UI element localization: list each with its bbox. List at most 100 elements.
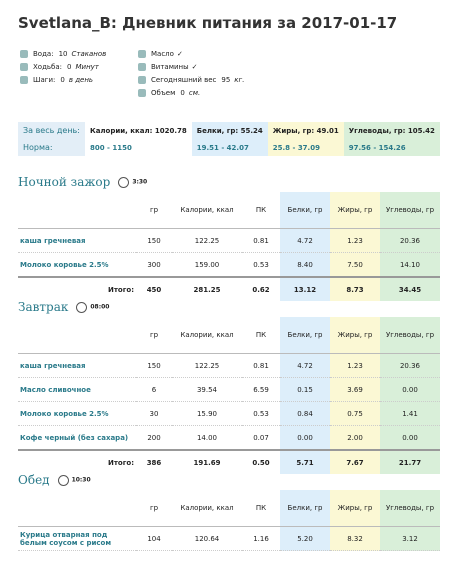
stat-label: Объем [151, 89, 176, 97]
icon [20, 63, 28, 71]
header-cell: ПК [242, 490, 280, 527]
stat-unit: в день [68, 76, 94, 84]
header-cell: Белки, гр [280, 192, 330, 229]
meal-title: Ночной зажор 3:30 [18, 172, 440, 192]
summary-cell: 19.51 - 42.07 [191, 139, 268, 156]
cell: 0.07 [242, 425, 280, 451]
summary-cell: 97.56 - 154.26 [343, 139, 440, 156]
summary-cell: Белки, гр: 55.24 [191, 122, 268, 139]
icon [138, 63, 146, 71]
cell: 1.16 [242, 526, 280, 551]
cell: 300 [136, 252, 172, 278]
meal-table: гр Калории, ккал ПК Белки, гр Жиры, гр Углево… [18, 490, 440, 551]
summary-cell: Углеводы, гр: 105.42 [343, 122, 440, 139]
header-cell: Калории, ккал [172, 317, 242, 354]
header-row: гр Калории, ккал ПК Белки, гр Жиры, гр Углево… [18, 317, 440, 354]
cell: 14.10 [380, 252, 440, 278]
header-cell: гр [136, 317, 172, 354]
cell: 0.81 [242, 228, 280, 253]
cell: 104 [136, 526, 172, 551]
food-row: каша гречневая 150 122.25 0.81 4.72 1.23 20.36 [18, 353, 440, 378]
stat-unit: Стаканов [71, 50, 107, 58]
stat-label: Сегодняшний вес [151, 76, 217, 84]
cell: 0.81 [242, 353, 280, 378]
stat-label: Вода: [33, 50, 54, 58]
stat-label: Шаги: [33, 76, 56, 84]
total-cell: 13.12 [280, 276, 330, 301]
stat-value: 0 [180, 89, 185, 97]
stat-unit: см. [188, 89, 201, 97]
cell: 14.00 [172, 425, 242, 451]
stat-label: Ходьба: [33, 63, 63, 71]
header-cell [18, 192, 136, 229]
cell: 122.25 [172, 228, 242, 253]
summary-cell: За весь день: [18, 122, 85, 139]
stat-row: Ходьба: 0 Минут [20, 61, 106, 74]
cell: 0.53 [242, 252, 280, 278]
cell: 20.36 [380, 353, 440, 378]
meal-name: Ночной зажор [18, 175, 111, 189]
total-cell: 5.71 [280, 449, 330, 474]
meal: Завтрак 08:00 гр Калории, ккал ПК Белки, гр Жи… [18, 297, 440, 474]
cell: 39.54 [172, 377, 242, 402]
header-row: гр Калории, ккал ПК Белки, гр Жиры, гр Углево… [18, 490, 440, 527]
cell: 7.50 [330, 252, 380, 278]
icon [20, 76, 28, 84]
cell: 1.23 [330, 228, 380, 253]
total-cell: 21.77 [380, 449, 440, 474]
header-cell: гр [136, 192, 172, 229]
total-cell: 450 [136, 276, 172, 301]
stat-label: Витамины [151, 63, 189, 71]
clock-icon [118, 177, 130, 188]
food-row: Курица отварная под белым соусом с рисом… [18, 526, 440, 551]
meal-name: Обед [18, 473, 50, 487]
stat-unit: кг. [234, 76, 245, 84]
header-cell: Калории, ккал [172, 192, 242, 229]
cell: 30 [136, 401, 172, 426]
cell: 0.84 [280, 401, 330, 426]
total-cell: 0.50 [242, 449, 280, 474]
stat-value: 0 [67, 63, 72, 71]
summary-table: За весь день: Калории, ккал: 1020.78 Белки… [18, 122, 440, 156]
icon [20, 50, 28, 58]
stat-row: Витамины ✓ [138, 61, 244, 74]
meal: Обед 10:30 гр Калории, ккал ПК Белки, гр Жиры,… [18, 470, 440, 551]
cell: 4.72 [280, 228, 330, 253]
icon [138, 50, 146, 58]
stat-row: Вода: 10 Стаканов [20, 48, 106, 61]
food-row: Молоко коровье 2.5% 300 159.00 0.53 8.40 7.50… [18, 252, 440, 278]
header-cell: Калории, ккал [172, 490, 242, 527]
cell: 200 [136, 425, 172, 451]
cell: Молоко коровье 2.5% [18, 401, 136, 426]
stat-row: Сегодняшний вес 95 кг. [138, 74, 244, 87]
stat-row: Шаги: 0 в день [20, 74, 106, 87]
header-row: гр Калории, ккал ПК Белки, гр Жиры, гр Углево… [18, 192, 440, 229]
cell: 5.20 [280, 526, 330, 551]
summary-cell: 800 - 1150 [84, 139, 192, 156]
header-cell: Жиры, гр [330, 192, 380, 229]
cell: 1.23 [330, 353, 380, 378]
total-cell: 191.69 [172, 449, 242, 474]
total-cell: 34.45 [380, 276, 440, 301]
meal-title: Обед 10:30 [18, 470, 440, 490]
summary-cell: 25.8 - 37.09 [267, 139, 344, 156]
clock-icon [76, 302, 88, 313]
cell: 0.15 [280, 377, 330, 402]
cell: 150 [136, 353, 172, 378]
meal-title: Завтрак 08:00 [18, 297, 440, 317]
icon [138, 89, 146, 97]
stats-block: Вода: 10 Стаканов Ходьба: 0 Минут Шаги: 0 в день [20, 48, 106, 87]
cell: каша гречневая [18, 228, 136, 253]
meal-table: гр Калории, ккал ПК Белки, гр Жиры, гр Углево… [18, 317, 440, 474]
header-cell: Жиры, гр [330, 490, 380, 527]
stat-value: 10 [58, 50, 68, 58]
header-cell [18, 317, 136, 354]
cell: 20.36 [380, 228, 440, 253]
cell: 150 [136, 228, 172, 253]
stat-value: 95 [221, 76, 231, 84]
icon [138, 76, 146, 84]
meal-time: 10:30 [71, 476, 91, 484]
meal-time: 3:30 [132, 178, 148, 186]
stats-block: Масло ✓ Витамины ✓ Сегодняшний вес 95 кг. Объем… [138, 48, 244, 100]
cell: 15.90 [172, 401, 242, 426]
